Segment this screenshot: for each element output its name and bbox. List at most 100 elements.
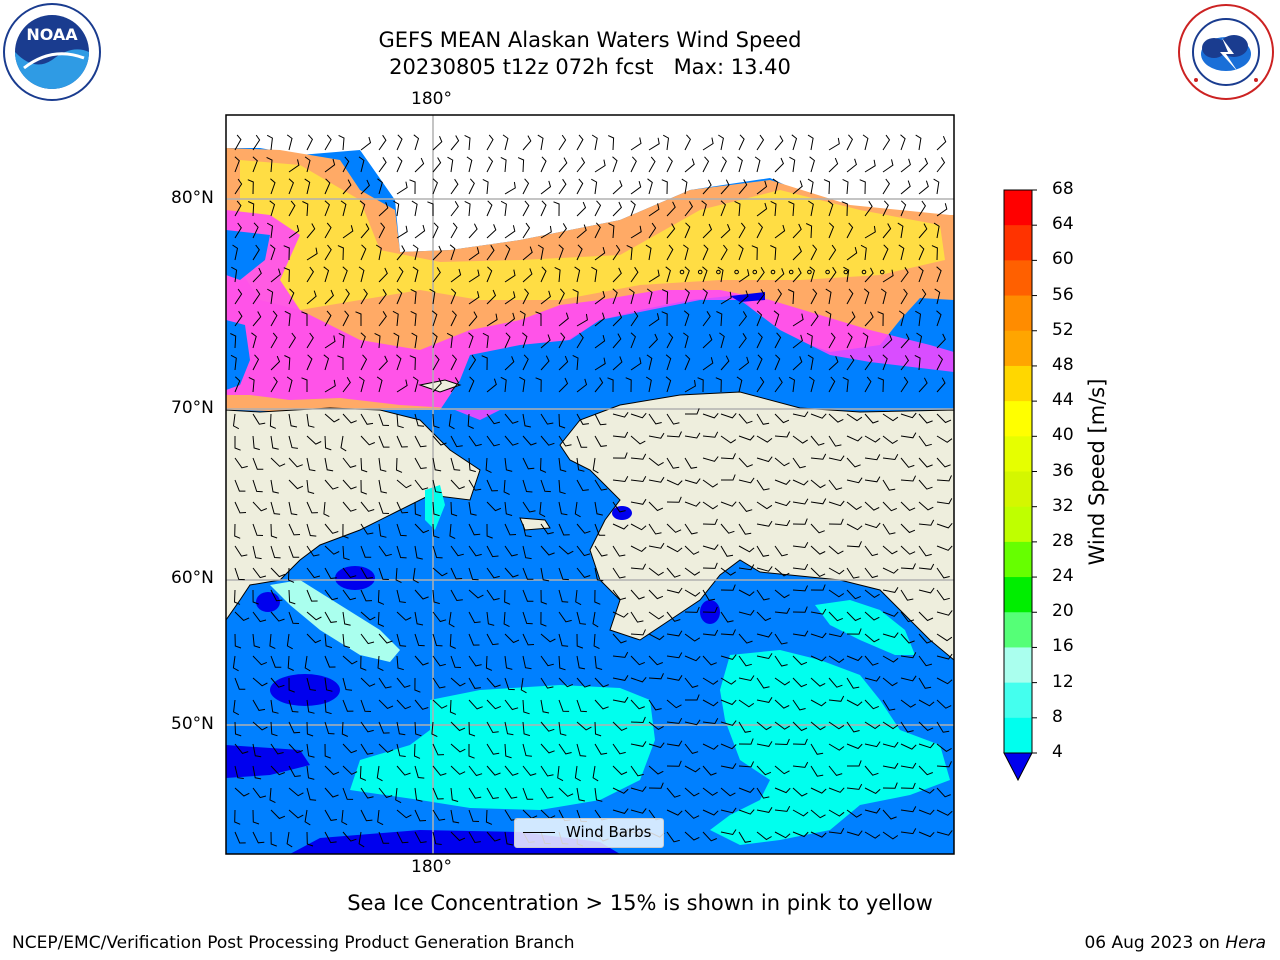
wind-barb (864, 831, 881, 839)
wind-barb (450, 135, 460, 151)
wind-barb (485, 457, 492, 474)
wind-barb (648, 222, 657, 239)
wind-barb (734, 200, 741, 217)
wind-barb (666, 630, 683, 637)
wind-barb (432, 677, 446, 689)
wind-barb (504, 699, 519, 711)
wind-barb (537, 134, 544, 151)
wind-barb (918, 457, 933, 468)
wind-barb (540, 290, 551, 305)
wind-barb (792, 334, 803, 349)
wind-barb (234, 436, 241, 451)
colorbar-segment (1004, 260, 1032, 297)
wind-barb (486, 435, 500, 447)
wind-barb (540, 633, 556, 643)
wind-barb (522, 501, 536, 513)
wind-barb (378, 633, 393, 644)
wind-barb (684, 567, 701, 576)
wind-barb (252, 655, 267, 666)
wind-barb (738, 721, 752, 733)
wind-barb (738, 633, 753, 644)
wind-barb (558, 589, 569, 603)
colorbar-segment (1004, 506, 1032, 543)
wind-barb (414, 831, 427, 844)
wind-barb (306, 765, 315, 780)
wind-barb (900, 432, 917, 439)
wind-barb (486, 134, 494, 151)
wind-barb (324, 567, 337, 580)
wind-barb (522, 413, 531, 428)
wind-barb (697, 377, 704, 393)
wind-barb (791, 134, 798, 151)
wind-barb (324, 310, 332, 327)
wind-barb (450, 787, 459, 802)
wind-barb (234, 479, 246, 492)
wind-barb (450, 809, 460, 824)
wind-barb (486, 589, 500, 601)
colorbar-tick-label: 40 (1052, 425, 1074, 446)
wind-barb (756, 653, 773, 660)
wind-barb (341, 809, 348, 826)
wind-barb (324, 379, 336, 393)
wind-barb (936, 157, 946, 173)
wind-barb (360, 633, 375, 645)
wind-barb (612, 476, 629, 483)
wind-barb (612, 589, 627, 601)
wind-barb (918, 180, 929, 195)
wind-barb (666, 479, 683, 486)
wind-barb (468, 633, 480, 646)
wind-barb (936, 136, 947, 151)
wind-barb (612, 201, 622, 217)
wind-barb (918, 699, 935, 707)
wind-barb (486, 743, 500, 755)
wind-barb (252, 765, 262, 780)
wind-barb (486, 699, 501, 710)
wind-barb (914, 354, 921, 371)
wind-barb (630, 676, 647, 683)
wind-barb (666, 787, 681, 798)
latitude-label: 70°N (171, 398, 214, 418)
wind-barb (540, 611, 547, 627)
wind-barb (612, 267, 622, 283)
wind-barb (702, 412, 719, 419)
wind-barb (648, 313, 660, 327)
wind-barb (450, 765, 466, 775)
wind-barb (792, 479, 809, 486)
wind-barb (720, 435, 737, 444)
wind-barb (666, 457, 680, 469)
wind-barb (230, 333, 237, 349)
wind-barb (414, 435, 427, 448)
wind-barb (378, 202, 389, 217)
wind-barb (828, 589, 845, 598)
wind-barb (591, 266, 598, 283)
wind-barb (918, 479, 933, 490)
colorbar-tick-label: 56 (1052, 284, 1074, 305)
wind-barb (576, 699, 587, 713)
wind-barb (897, 222, 904, 239)
wind-barb (252, 134, 261, 151)
colorbar-tick-label: 12 (1052, 671, 1074, 692)
wind-barb (360, 523, 374, 535)
wind-barb (936, 743, 952, 753)
wind-barb (648, 765, 664, 775)
wind-barb (234, 633, 242, 649)
wind-barb (720, 567, 736, 576)
wind-barb (342, 787, 354, 800)
wind-barb (720, 677, 737, 685)
wind-barb (828, 413, 844, 423)
wind-barb (378, 677, 392, 689)
wind-barb (882, 269, 894, 283)
wind-barb (828, 500, 845, 507)
wind-barb (774, 787, 791, 794)
wind-barb (481, 355, 488, 371)
wind-barb (628, 288, 635, 305)
wind-barb (882, 200, 889, 217)
wind-barb (805, 223, 813, 239)
wind-barb (666, 156, 673, 173)
wind-barb (936, 522, 953, 529)
wind-barb (342, 377, 351, 393)
wind-barb (626, 244, 633, 261)
wind-barb (918, 244, 925, 261)
wind-barb (360, 288, 368, 305)
wind-barb (522, 567, 534, 580)
